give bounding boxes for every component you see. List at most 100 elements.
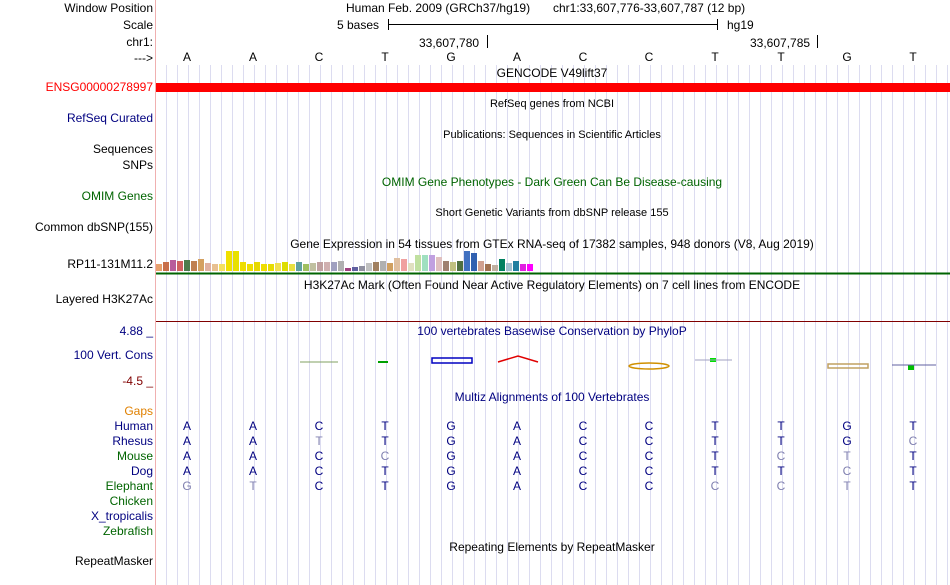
alignment-base: C [314, 449, 324, 463]
alignment-base: A [248, 419, 258, 433]
gtex-tissue-bar [233, 251, 239, 271]
gtex-tissue-bar [394, 258, 400, 271]
ruler-base: C [314, 50, 324, 64]
gtex-tissue-bar [415, 255, 421, 271]
gtex-track-label[interactable]: RP11-131M11.2 [67, 257, 153, 271]
gtex-tissue-bar [317, 262, 323, 271]
alignment-base: A [512, 464, 522, 478]
alignment-base: C [644, 419, 654, 433]
ruler-base: T [777, 50, 785, 64]
alignment-base: T [909, 449, 917, 463]
alignment-base: G [182, 479, 192, 493]
alignment-base: A [182, 449, 192, 463]
alignment-base: T [315, 434, 323, 448]
alignment-base: T [711, 449, 719, 463]
gtex-tissue-bar [387, 263, 393, 271]
gtex-track-title: Gene Expression in 54 tissues from GTEx … [290, 237, 814, 251]
conservation-track-label[interactable]: 100 Vert. Cons [73, 348, 153, 362]
sequences-track-label[interactable]: Sequences [92, 142, 153, 156]
gtex-tissue-bar [303, 264, 309, 271]
cons-min-label: -4.5 _ [122, 374, 153, 388]
alignment-base: T [909, 419, 917, 433]
alignment-base: T [843, 479, 851, 493]
gtex-tissue-bar [282, 262, 288, 271]
coord-left: 33,607,780 [419, 36, 480, 50]
conservation-track-title: 100 vertebrates Basewise Conservation by… [417, 324, 687, 338]
gtex-tissue-bar [310, 263, 316, 271]
alignment-base: C [710, 479, 720, 493]
alignment-base: A [248, 434, 258, 448]
alignment-base: C [578, 479, 588, 493]
alignment-base: C [578, 449, 588, 463]
gtex-tissue-bar [177, 261, 183, 271]
alignment-base: G [842, 434, 852, 448]
gencode-gene-label[interactable]: ENSG00000278997 [45, 80, 153, 94]
gtex-tissue-bar [254, 262, 260, 271]
window-position-label: Window Position [64, 1, 153, 15]
cons-mark [497, 355, 539, 363]
snps-track-label[interactable]: SNPs [122, 158, 153, 172]
alignment-base: T [381, 479, 389, 493]
gtex-tissue-bar [506, 263, 512, 271]
alignment-base: T [909, 479, 917, 493]
ruler-base: G [446, 50, 456, 64]
dbsnp-track-title: Short Genetic Variants from dbSNP releas… [435, 207, 669, 219]
cons-mark [431, 357, 473, 364]
gtex-tissue-bar [240, 262, 246, 271]
gtex-tissue-bar [198, 259, 204, 271]
ruler-base: T [381, 50, 389, 64]
gtex-tissue-bar [464, 251, 470, 271]
alignment-base: A [248, 464, 258, 478]
gtex-tissue-bar [422, 255, 428, 271]
alignment-base: T [381, 434, 389, 448]
assembly-name: Human Feb. 2009 (GRCh37/hg19) [346, 1, 531, 15]
ruler-base: A [512, 50, 522, 64]
gtex-tissue-bar [471, 253, 477, 271]
gtex-tissue-bar [184, 260, 190, 271]
region-coordinates: chr1:33,607,776-33,607,787 (12 bp) [553, 1, 746, 15]
arrow-label: ---> [134, 51, 153, 65]
gtex-tissue-bar [527, 264, 533, 271]
gtex-tissue-bar [436, 257, 442, 271]
gtex-tissue-bar [191, 261, 197, 271]
gtex-tissue-bar [324, 262, 330, 271]
alignment-base: A [182, 464, 192, 478]
gtex-tissue-bar [366, 263, 372, 271]
ruler-base: T [909, 50, 917, 64]
cons-mark [908, 365, 914, 370]
gaps-label: Gaps [124, 404, 153, 418]
alignment-base: A [512, 419, 522, 433]
gtex-tissue-bar [457, 261, 463, 271]
omim-track-label[interactable]: OMIM Genes [81, 189, 153, 203]
gtex-tissue-bar [450, 262, 456, 271]
alignment-base: C [380, 449, 390, 463]
dbsnp-track-label[interactable]: Common dbSNP(155) [34, 220, 153, 234]
species-label: Dog [130, 464, 153, 478]
alignment-base: C [314, 479, 324, 493]
gtex-tissue-bar [219, 264, 225, 271]
alignment-base: C [908, 434, 918, 448]
multiz-track-title: Multiz Alignments of 100 Vertebrates [454, 390, 650, 404]
repeatmasker-track-label[interactable]: RepeatMasker [74, 554, 153, 568]
alignment-base: T [711, 419, 719, 433]
gtex-tissue-bar [485, 264, 491, 271]
alignment-base: G [446, 449, 456, 463]
alignment-base: T [381, 464, 389, 478]
alignment-base: A [182, 419, 192, 433]
alignment-base: T [777, 464, 785, 478]
gtex-tissue-bar [499, 259, 505, 271]
alignment-base: C [842, 464, 852, 478]
alignment-base: A [512, 479, 522, 493]
gtex-tissue-bar [247, 264, 253, 271]
gtex-tissue-bar [226, 251, 232, 271]
gtex-tissue-bar [520, 264, 526, 271]
gtex-tissue-bar [478, 261, 484, 271]
alignment-base: G [446, 479, 456, 493]
h3k27ac-track-label[interactable]: Layered H3K27Ac [55, 292, 153, 306]
gtex-tissue-bar [429, 255, 435, 271]
refseq-track-label[interactable]: RefSeq Curated [66, 111, 153, 125]
alignment-base: A [512, 449, 522, 463]
gtex-tissue-bar [443, 261, 449, 271]
alignment-base: T [843, 449, 851, 463]
